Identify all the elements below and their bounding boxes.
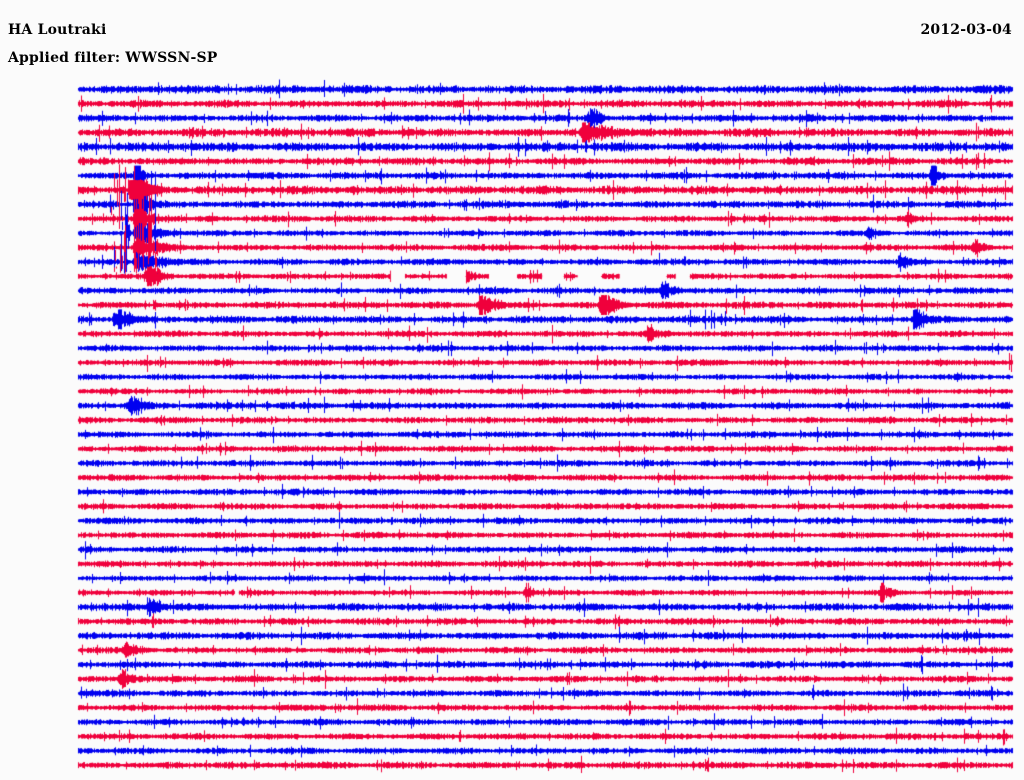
applied-filter-label: Applied filter: WWSSN-SP bbox=[8, 50, 218, 66]
date-label: 2012-03-04 bbox=[920, 22, 1012, 38]
seismogram-canvas bbox=[0, 78, 1024, 778]
seismogram-plot bbox=[0, 78, 1024, 778]
page-title: HA Loutraki bbox=[8, 22, 107, 38]
